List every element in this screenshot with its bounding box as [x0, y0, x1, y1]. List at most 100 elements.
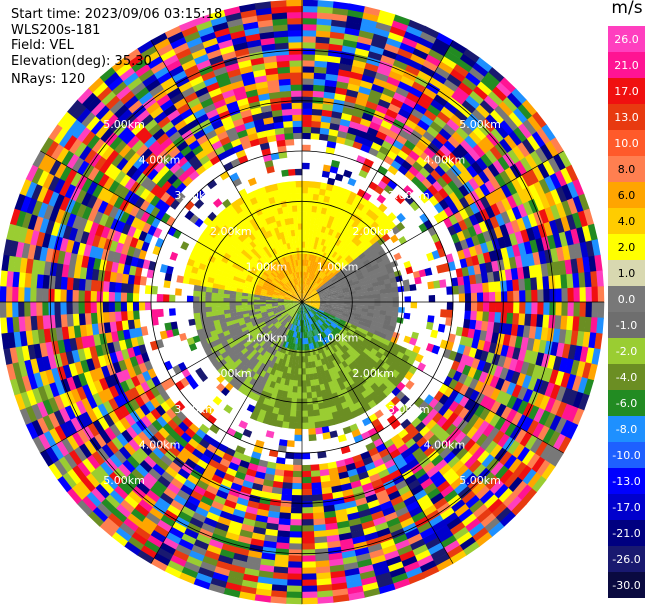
- range-gate: [455, 268, 464, 278]
- range-gate: [288, 310, 294, 316]
- range-gate: [261, 334, 268, 341]
- range-gate: [353, 53, 369, 63]
- range-gate: [173, 472, 187, 485]
- range-gate: [283, 464, 294, 472]
- range-gate: [307, 278, 311, 286]
- range-gate: [99, 479, 115, 495]
- range-gate: [313, 315, 319, 322]
- range-gate: [302, 302, 307, 307]
- range-gate: [455, 126, 470, 141]
- range-gate: [329, 37, 345, 46]
- range-gate: [389, 405, 400, 416]
- range-gate: [330, 331, 337, 339]
- range-gate: [480, 320, 489, 332]
- range-gate: [314, 335, 320, 342]
- range-gate: [100, 225, 111, 239]
- range-gate: [156, 475, 171, 488]
- range-gate: [590, 271, 598, 288]
- range-gate: [153, 552, 171, 566]
- range-gate: [386, 267, 395, 275]
- range-gate: [122, 328, 131, 340]
- range-gate: [24, 315, 32, 332]
- range-gate: [200, 522, 216, 534]
- range-gate: [268, 354, 275, 362]
- range-gate: [292, 355, 297, 363]
- range-gate: [91, 268, 100, 281]
- range-gate: [205, 291, 212, 298]
- range-gate: [81, 111, 97, 128]
- range-gate: [48, 314, 56, 329]
- range-gate: [153, 524, 170, 538]
- range-gate: [224, 316, 232, 323]
- range-gate: [229, 331, 238, 338]
- range-gate: [336, 342, 343, 350]
- range-gate: [249, 314, 256, 319]
- range-gate: [438, 431, 451, 444]
- range-gate: [241, 301, 248, 306]
- range-gate: [225, 493, 239, 504]
- range-gate: [132, 364, 142, 376]
- range-gate: [190, 266, 199, 274]
- range-gate: [301, 464, 311, 472]
- range-gate: [12, 316, 20, 333]
- range-gate: [21, 374, 32, 392]
- range-gate: [347, 329, 355, 336]
- range-gate: [330, 222, 337, 231]
- range-gate: [164, 565, 182, 579]
- range-gate: [308, 229, 314, 237]
- range-gate: [268, 273, 276, 280]
- range-gate: [54, 162, 67, 179]
- range-gate: [366, 499, 380, 510]
- range-gate: [412, 145, 425, 157]
- range-gate: [19, 256, 28, 273]
- range-gate: [549, 450, 564, 468]
- range-gate: [124, 48, 142, 63]
- range-gate: [361, 482, 374, 492]
- range-gate: [84, 312, 92, 325]
- range-gate: [193, 312, 201, 320]
- range-gate: [149, 83, 165, 97]
- range-gate: [183, 561, 201, 573]
- range-gate: [47, 396, 60, 413]
- range-gate: [241, 259, 249, 266]
- range-gate: [305, 319, 309, 326]
- range-gate: [285, 268, 290, 276]
- range-gate: [148, 123, 162, 136]
- range-gate: [393, 438, 406, 450]
- range-gate: [247, 296, 254, 300]
- range-gate: [144, 285, 152, 295]
- range-gate: [135, 172, 148, 185]
- range-gate: [48, 123, 64, 141]
- range-gate: [301, 537, 315, 544]
- range-gate: [344, 334, 352, 341]
- range-gate: [315, 269, 321, 276]
- range-gate: [453, 211, 464, 223]
- range-gate: [29, 286, 37, 302]
- range-gate: [425, 343, 435, 353]
- range-gate: [61, 325, 70, 340]
- range-gate: [577, 210, 589, 228]
- range-gate: [69, 252, 78, 267]
- range-gate: [285, 591, 302, 599]
- range-gate: [298, 362, 302, 369]
- range-gate: [295, 422, 302, 430]
- range-gate: [485, 475, 500, 491]
- range-gate: [432, 180, 444, 193]
- range-gate: [95, 123, 110, 139]
- range-gate: [211, 310, 219, 317]
- range-gate: [195, 149, 207, 161]
- range-gate: [274, 253, 281, 261]
- range-gate: [296, 313, 299, 320]
- range-gate: [405, 500, 420, 513]
- range-gate: [404, 438, 417, 450]
- range-gate: [411, 544, 429, 557]
- range-gate: [265, 330, 273, 337]
- range-gate: [312, 193, 320, 201]
- range-gate: [376, 194, 387, 204]
- range-gate: [257, 279, 265, 285]
- range-gate: [443, 386, 454, 398]
- range-gate: [142, 96, 157, 110]
- range-gate: [530, 277, 538, 291]
- range-gate: [316, 18, 333, 26]
- range-gate: [277, 358, 284, 366]
